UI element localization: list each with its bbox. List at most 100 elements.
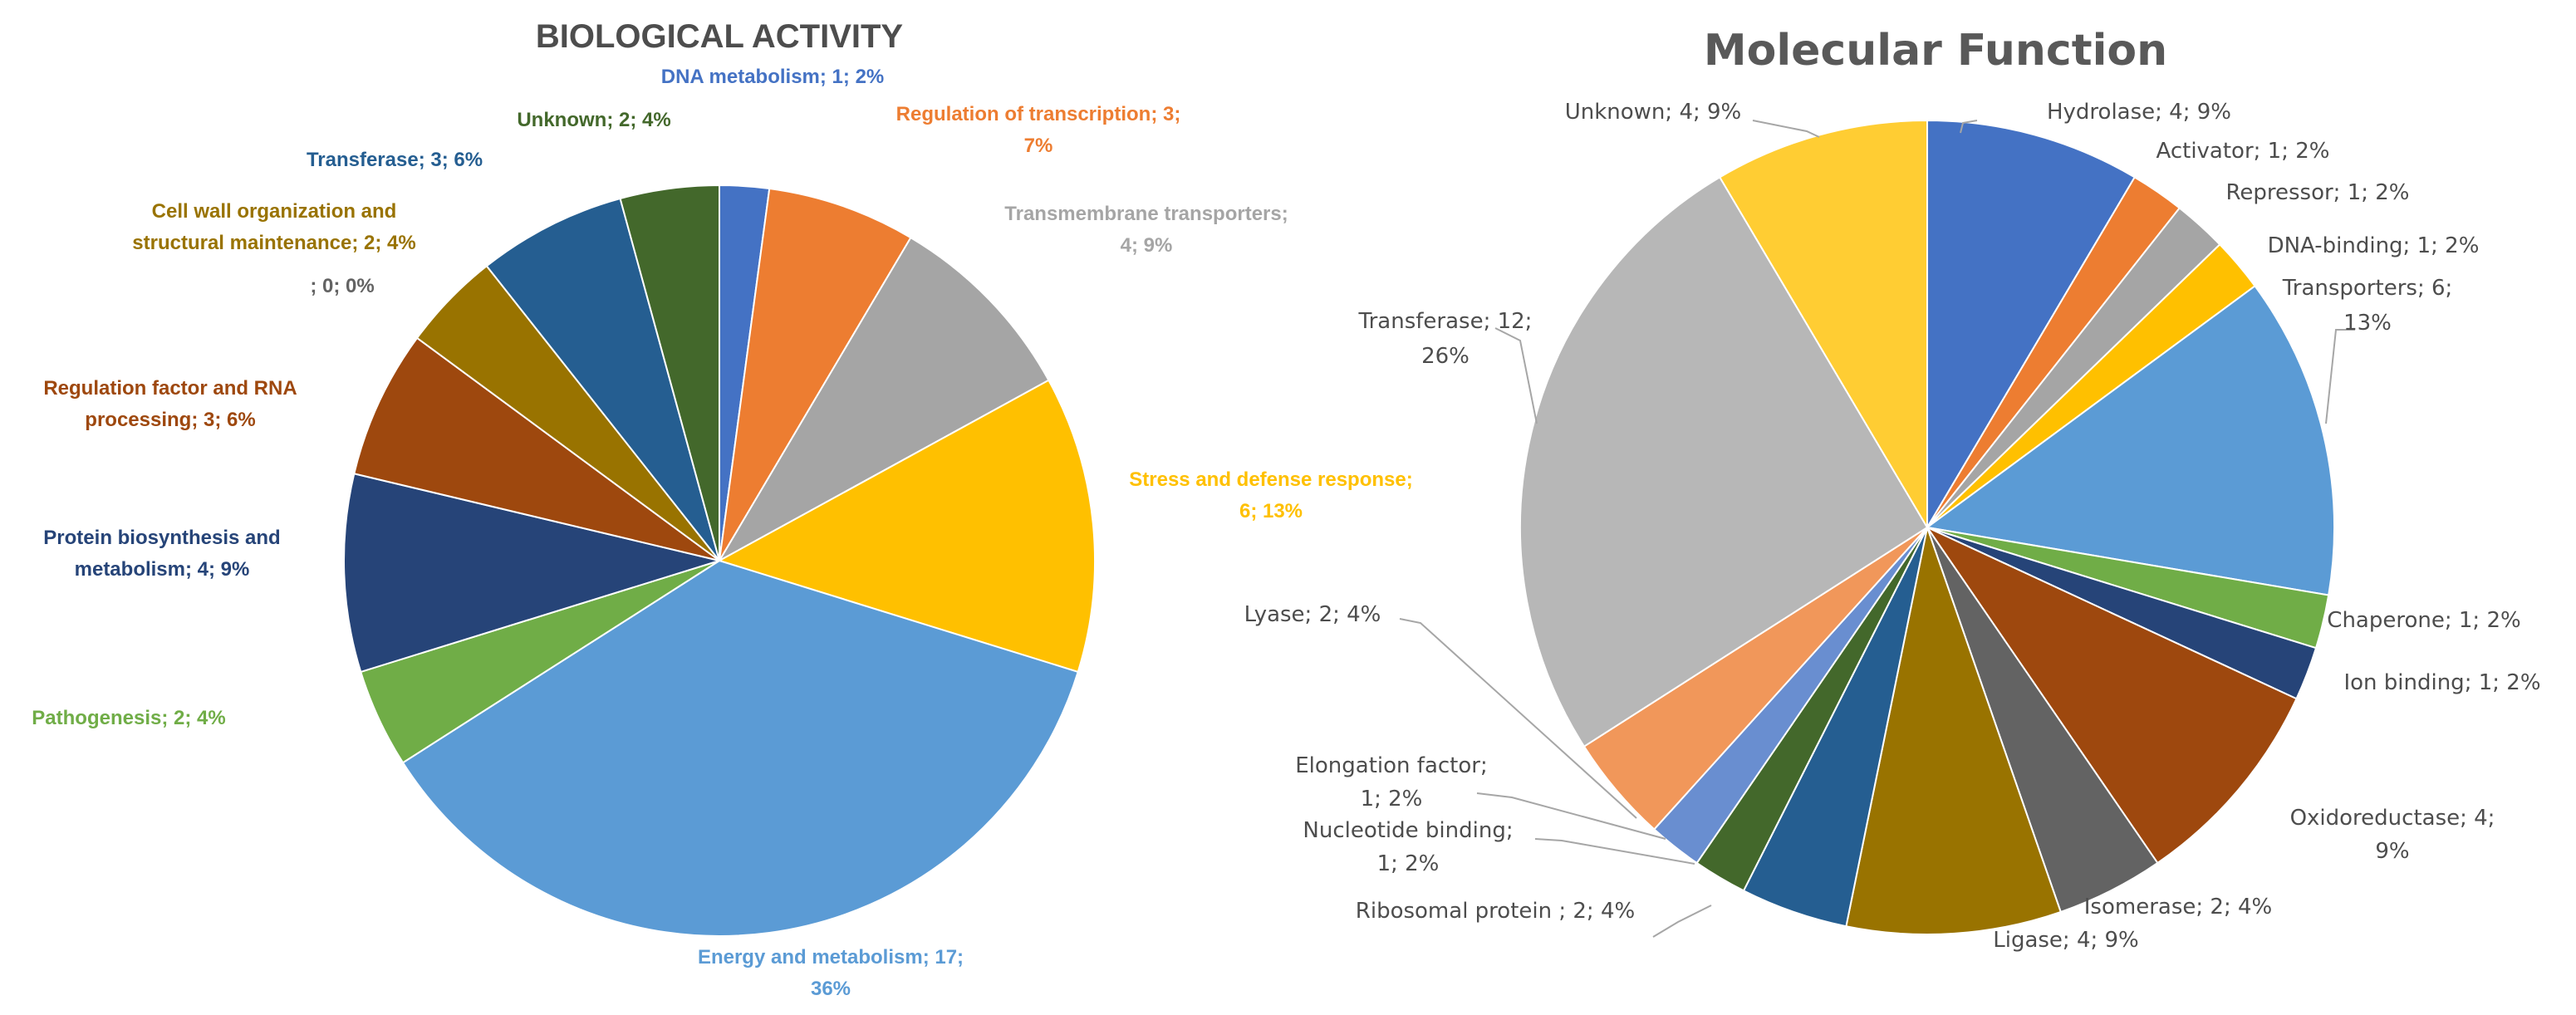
bio-slice-transmembrane-transporters (717, 236, 1050, 563)
mol-label-activator: Activator; 1; 2% (2156, 139, 2330, 164)
bio-label-line: 36% (811, 978, 851, 1000)
mol-leader-ribosomal-protein (1652, 905, 1712, 938)
bio-label-regulation-of-transcription: Regulation of transcription; 3; 7% (896, 103, 1181, 157)
mol-leader-elongation-factor (1476, 792, 1666, 840)
biological-activity-labels: DNA metabolism; 1; 2% Regulation of trans… (32, 66, 1412, 1000)
mol-slice-oxidoreductase (1925, 525, 2298, 865)
bio-label-unknown: Unknown; 2; 4% (517, 109, 670, 131)
bio-label-line: metabolism; 4; 9% (75, 558, 250, 581)
molecular-function-pie-chart: Molecular Function Hydrolase; 4; 9% Activ… (1244, 26, 2541, 953)
molecular-function-leader-lines (1399, 120, 2355, 938)
biological-activity-title: BIOLOGICAL ACTIVITY (536, 18, 904, 55)
bio-label-empty: ; 0; 0% (310, 275, 374, 297)
mol-label-ligase: Ligase; 4; 9% (1993, 928, 2139, 953)
bio-label-line: Protein biosynthesis and (43, 527, 280, 549)
mol-label-line: Transferase; 12; (1358, 309, 1533, 334)
mol-label-repressor: Repressor; 1; 2% (2225, 180, 2409, 205)
mol-label-lyase: Lyase; 2; 4% (1244, 602, 1381, 627)
bio-slice-regulation-factor-and-rna-processing (353, 336, 720, 561)
bio-slice-energy-and-metabolism (401, 559, 1079, 937)
mol-leader-nucleotide-binding (1534, 838, 1695, 865)
mol-label-hydrolase: Hydrolase; 4; 9% (2047, 100, 2231, 125)
bio-label-line: 4; 9% (1121, 234, 1173, 257)
molecular-function-labels: Hydrolase; 4; 9% Activator; 1; 2% Represso… (1244, 100, 2541, 953)
mol-leader-lyase (1399, 618, 1637, 819)
mol-label-line: Ribosomal protein ; 2; 4% (1356, 899, 1635, 924)
mol-label-line: Ligase; 4; 9% (1993, 928, 2139, 953)
mol-slice-transporters (1925, 284, 2335, 596)
bio-label-dna-metabolism: DNA metabolism; 1; 2% (661, 66, 885, 88)
bio-label-cell-wall-organization-and-structural-maintenance: Cell wall organization and structural mai… (132, 200, 415, 254)
bio-label-line: DNA metabolism; 1; 2% (661, 66, 885, 88)
mol-leader-unknown (1752, 120, 1820, 138)
bio-label-protein-biosynthesis-and-metabolism: Protein biosynthesis and metabolism; 4; 9… (43, 527, 280, 581)
bio-slice-transferase (485, 197, 720, 561)
bio-label-line: ; 0; 0% (310, 275, 374, 297)
bio-label-line: Regulation factor and RNA (43, 377, 297, 400)
mol-label-nucleotide-binding: Nucleotide binding; 1; 2% (1303, 818, 1513, 876)
mol-label-dna-binding: DNA-binding; 1; 2% (2268, 233, 2480, 258)
mol-leader-transferase (1494, 327, 1538, 424)
mol-label-line: DNA-binding; 1; 2% (2268, 233, 2480, 258)
bio-label-energy-and-metabolism: Energy and metabolism; 17; 36% (698, 946, 964, 1000)
mol-label-line: Oxidoreductase; 4; (2290, 806, 2495, 831)
biological-activity-pie-chart: BIOLOGICAL ACTIVITY DNA metabolism; 1; 2… (32, 18, 1412, 1000)
mol-label-unknown: Unknown; 4; 9% (1565, 100, 1742, 125)
bio-label-line: processing; 3; 6% (85, 409, 255, 431)
mol-slice-ligase (1845, 524, 2063, 935)
mol-label-line: Lyase; 2; 4% (1244, 602, 1381, 627)
mol-label-chaperone: Chaperone; 1; 2% (2327, 608, 2520, 633)
bio-label-line: Energy and metabolism; 17; (698, 946, 964, 968)
mol-label-line: 13% (2343, 311, 2392, 336)
mol-label-line: Hydrolase; 4; 9% (2047, 100, 2231, 125)
bio-label-transferase: Transferase; 3; 6% (307, 149, 483, 171)
mol-slice-transferase (1519, 176, 1929, 748)
bio-slice-protein-biosynthesis-and-metabolism (343, 473, 723, 674)
mol-label-transporters: Transporters; 6; 13% (2282, 276, 2453, 336)
molecular-function-title: Molecular Function (1704, 26, 2167, 76)
bio-label-pathogenesis: Pathogenesis; 2; 4% (32, 707, 225, 729)
bio-slice-regulation-of-transcription (719, 187, 912, 561)
mol-label-line: Ion binding; 1; 2% (2343, 670, 2540, 695)
biological-activity-slices (343, 184, 1096, 937)
mol-label-line: Repressor; 1; 2% (2225, 180, 2409, 205)
bio-slice-stress-and-defense-response (717, 379, 1096, 674)
mol-label-line: Chaperone; 1; 2% (2327, 608, 2520, 633)
bio-slice-unknown (619, 184, 720, 561)
mol-label-line: Activator; 1; 2% (2156, 139, 2330, 164)
mol-slice-hydrolase (1926, 119, 2137, 531)
bio-label-line: Transferase; 3; 6% (307, 149, 483, 171)
mol-label-line: Transporters; 6; (2282, 276, 2453, 301)
mol-label-oxidoreductase: Oxidoreductase; 4; 9% (2290, 806, 2495, 864)
bio-label-regulation-factor-and-rna-processing: Regulation factor and RNA processing; 3; … (43, 377, 297, 431)
bio-label-line: Stress and defense response; (1129, 468, 1412, 491)
bio-label-line: Regulation of transcription; 3; (896, 103, 1181, 125)
mol-leader-hydrolase (1960, 120, 1978, 134)
mol-label-transferase: Transferase; 12; 26% (1358, 309, 1533, 369)
mol-label-line: Isomerase; 2; 4% (2084, 895, 2272, 919)
bio-label-line: Pathogenesis; 2; 4% (32, 707, 225, 729)
bio-label-line: Cell wall organization and (152, 200, 397, 223)
mol-slice-unknown (1718, 119, 1928, 531)
mol-label-line: 1; 2% (1377, 851, 1440, 876)
bio-label-line: 6; 13% (1239, 500, 1303, 522)
mol-label-line: 1; 2% (1361, 787, 1423, 812)
mol-label-line: 26% (1421, 344, 1470, 369)
mol-label-ribosomal-protein: Ribosomal protein ; 2; 4% (1356, 899, 1635, 924)
mol-label-line: 9% (2375, 839, 2409, 864)
mol-label-line: Unknown; 4; 9% (1565, 100, 1742, 125)
mol-label-isomerase: Isomerase; 2; 4% (2084, 895, 2272, 919)
bio-label-stress-and-defense-response: Stress and defense response; 6; 13% (1129, 468, 1412, 522)
bio-label-line: Unknown; 2; 4% (517, 109, 670, 131)
mol-label-ion-binding: Ion binding; 1; 2% (2343, 670, 2540, 695)
bio-label-line: 7% (1024, 135, 1053, 157)
bio-label-line: Transmembrane transporters; (1004, 203, 1288, 225)
bio-label-line: structural maintenance; 2; 4% (132, 232, 415, 254)
molecular-function-slices (1519, 119, 2335, 935)
mol-label-elongation-factor: Elongation factor; 1; 2% (1295, 753, 1487, 812)
mol-label-line: Elongation factor; (1295, 753, 1487, 778)
bio-label-transmembrane-transporters: Transmembrane transporters; 4; 9% (1004, 203, 1288, 257)
mol-leader-transporters (2325, 329, 2355, 424)
mol-label-line: Nucleotide binding; (1303, 818, 1513, 843)
